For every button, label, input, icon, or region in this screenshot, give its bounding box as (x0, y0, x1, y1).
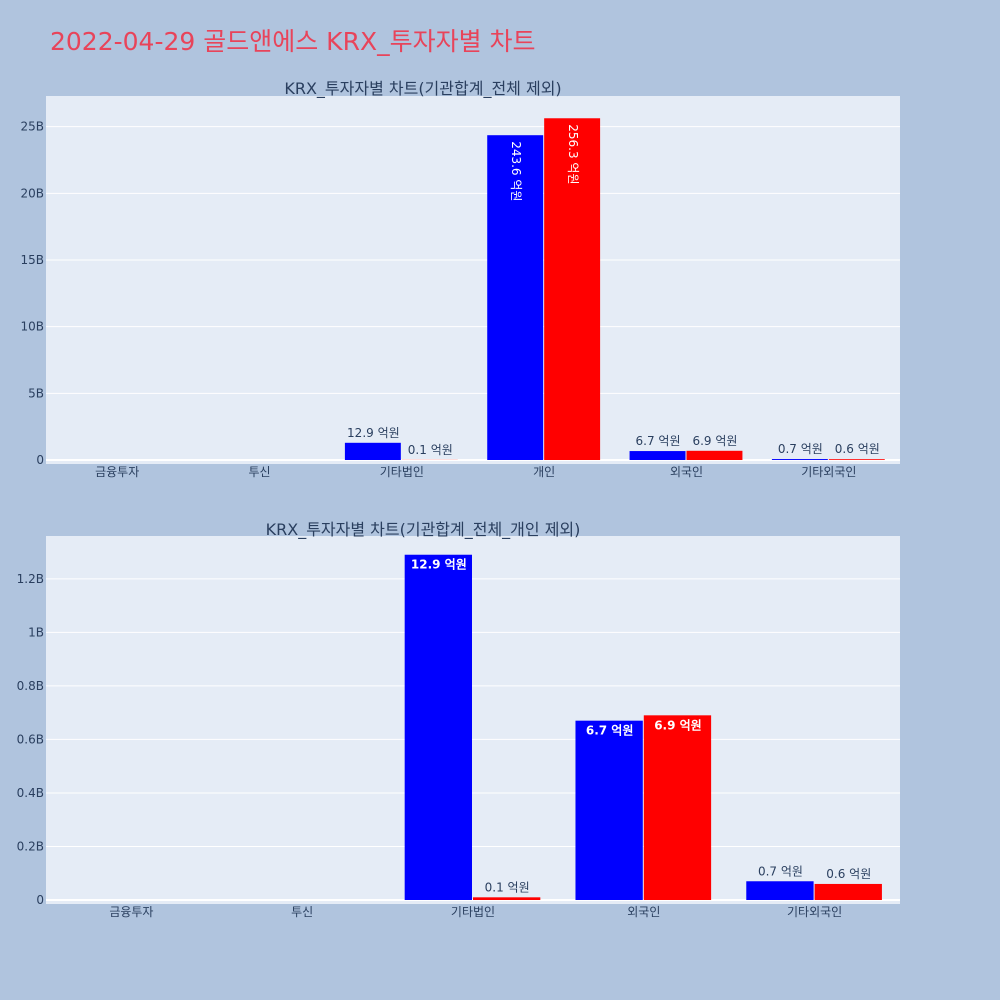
data-label: 6.7 억원 (586, 724, 634, 738)
y-tick-label: 10B (20, 320, 44, 334)
x-tick-label: 금융투자 (109, 905, 153, 919)
x-tick-label: 투신 (291, 905, 313, 919)
data-label: 0.7 억원 (758, 864, 803, 878)
y-tick-label: 0 (36, 453, 44, 467)
bar (746, 881, 814, 900)
x-tick-label: 개인 (533, 465, 555, 479)
data-label: 0.1 억원 (408, 443, 453, 457)
y-tick-label: 5B (28, 386, 44, 400)
bar (771, 459, 828, 460)
y-tick-label: 0.8B (17, 679, 44, 693)
x-tick-label: 기타외국인 (801, 465, 856, 479)
data-label: 243.6 억원 (509, 141, 523, 201)
chart-top: KRX_투자자별 차트(기관합계_전체 제외) 0 5B 10B 15B 20B 25B 금융… (20, 79, 900, 479)
y-tick-label: 20B (20, 186, 44, 200)
bar (473, 897, 541, 900)
data-label: 256.3 억원 (566, 124, 580, 184)
bar (643, 715, 712, 900)
data-label: 12.9 억원 (347, 426, 400, 440)
y-tick-label: 1.2B (17, 572, 44, 586)
bar (404, 554, 472, 900)
x-tick-label: 외국인 (627, 905, 660, 919)
data-label: 6.9 억원 (654, 718, 702, 732)
plot-area (46, 536, 900, 904)
x-tick-label: 기타외국인 (787, 905, 842, 919)
data-label: 0.6 억원 (835, 442, 880, 456)
y-tick-label: 15B (20, 253, 44, 267)
y-tick-label: 0 (36, 893, 44, 907)
chart-title: KRX_투자자별 차트(기관합계_전체 제외) (284, 79, 561, 99)
y-tick-label: 25B (20, 120, 44, 134)
chart-bottom: KRX_투자자별 차트(기관합계_전체_개인 제외) 0 0.2B 0.4B 0.6B 0… (17, 520, 900, 919)
bar (686, 450, 743, 460)
bar (487, 135, 544, 460)
data-label: 6.7 억원 (636, 434, 681, 448)
data-label: 6.9 억원 (692, 434, 737, 448)
bar (814, 883, 882, 900)
y-tick-label: 0.6B (17, 732, 44, 746)
x-tick-label: 금융투자 (95, 465, 139, 479)
y-tick-label: 0.2B (17, 839, 44, 853)
bar (629, 451, 686, 460)
x-tick-label: 외국인 (670, 465, 703, 479)
bar (344, 442, 401, 460)
y-tick-label: 0.4B (17, 786, 44, 800)
data-label: 12.9 억원 (411, 558, 467, 572)
page-title: 2022-04-29 골드앤에스 KRX_투자자별 차트 (50, 27, 536, 56)
data-label: 0.6 억원 (826, 867, 871, 881)
bar (544, 118, 601, 461)
plot-area (46, 96, 900, 464)
x-tick-label: 기타법인 (451, 905, 495, 919)
x-tick-label: 투신 (248, 465, 270, 479)
chart-title: KRX_투자자별 차트(기관합계_전체_개인 제외) (266, 520, 581, 540)
bar (575, 720, 643, 900)
x-tick-label: 기타법인 (380, 465, 424, 479)
data-label: 0.7 억원 (778, 442, 823, 456)
y-tick-label: 1B (28, 625, 44, 639)
bar (828, 459, 885, 460)
data-label: 0.1 억원 (485, 880, 530, 894)
